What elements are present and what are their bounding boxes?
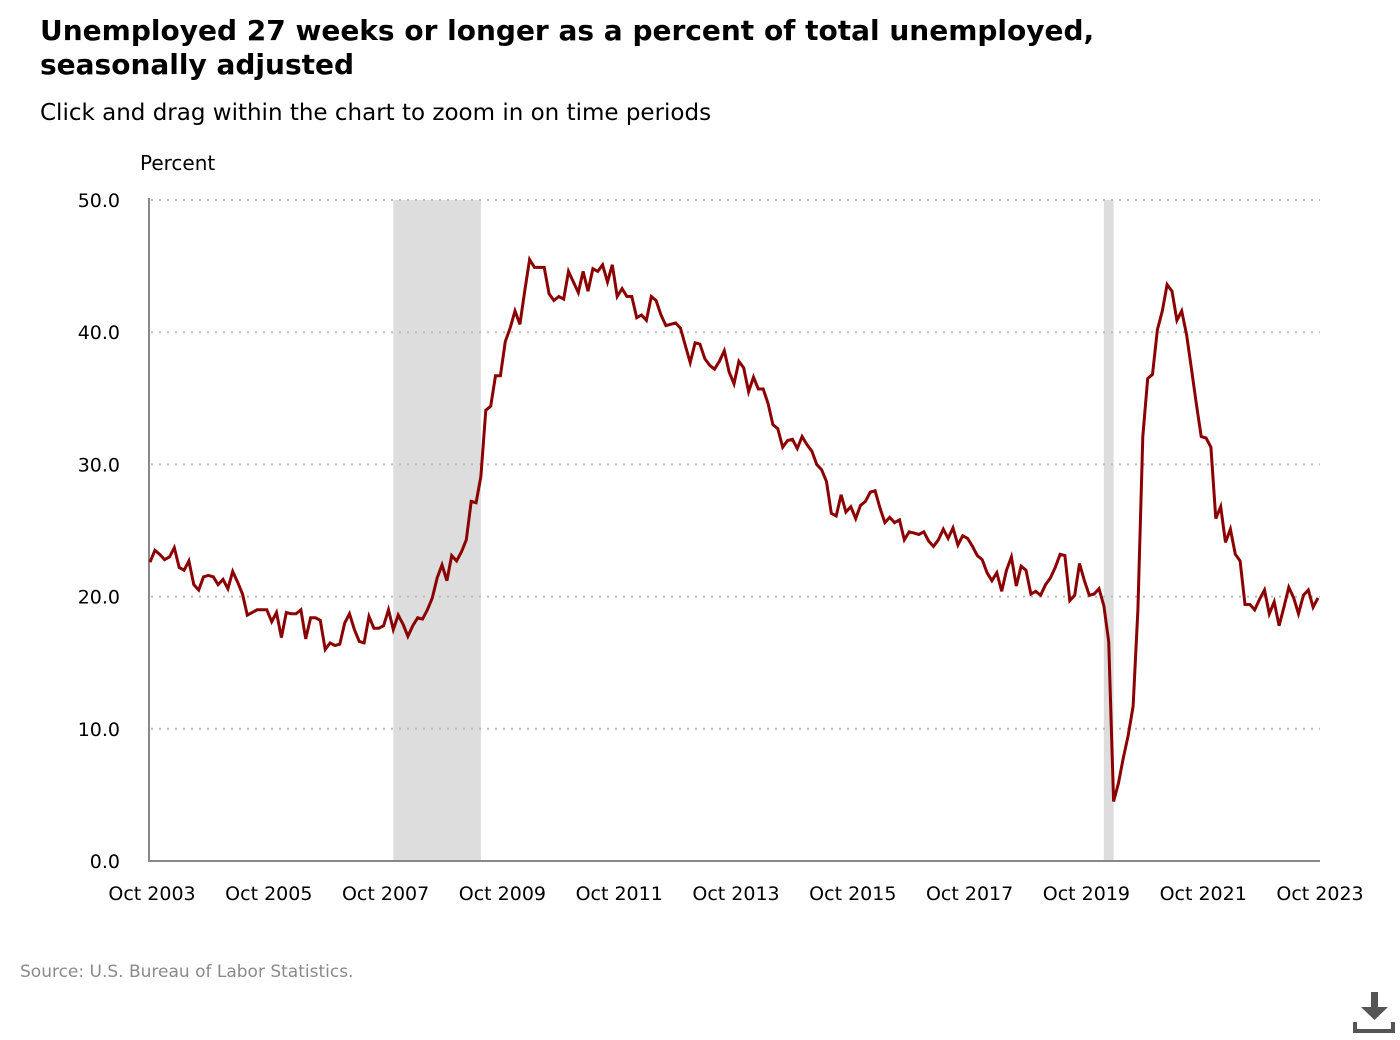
y-tick-label: 30.0	[78, 454, 120, 476]
x-tick-label: Oct 2007	[342, 883, 429, 905]
x-tick-label: Oct 2009	[459, 883, 546, 905]
gridlines	[151, 199, 1320, 730]
y-tick-label: 50.0	[78, 190, 120, 212]
recession-shading	[393, 200, 1114, 861]
chart-subtitle: Click and drag within the chart to zoom …	[40, 100, 712, 126]
x-axis-ticks: Oct 2003 Oct 2005 Oct 2007 Oct 2009 Oct 2011…	[108, 883, 1363, 905]
x-tick-label: Oct 2019	[1043, 883, 1130, 905]
x-tick-label: Oct 2023	[1276, 883, 1363, 905]
x-tick-label: Oct 2021	[1160, 883, 1247, 905]
chart-title: Unemployed 27 weeks or longer as a perce…	[40, 14, 1095, 81]
x-tick-label: Oct 2003	[108, 883, 195, 905]
y-tick-label: 40.0	[78, 322, 120, 344]
recession-band	[1103, 200, 1114, 861]
x-tick-label: Oct 2011	[576, 883, 663, 905]
download-icon	[1353, 992, 1395, 1033]
series-line[interactable]	[148, 255, 1320, 802]
y-tick-label: 20.0	[78, 587, 120, 609]
y-tick-label: 0.0	[90, 851, 120, 873]
chart-plot[interactable]: Percent 0.0 10.0 20.0 30.0 40.0 50.0 Oct 2003…	[0, 0, 1400, 940]
x-tick-label: Oct 2005	[225, 883, 312, 905]
y-axis-ticks: 0.0 10.0 20.0 30.0 40.0 50.0	[78, 190, 120, 873]
download-button[interactable]	[1352, 990, 1396, 1034]
y-axis-label: Percent	[140, 151, 215, 175]
source-note: Source: U.S. Bureau of Labor Statistics.	[20, 962, 354, 982]
x-tick-label: Oct 2015	[809, 883, 896, 905]
x-tick-label: Oct 2013	[692, 883, 779, 905]
x-tick-label: Oct 2017	[926, 883, 1013, 905]
y-tick-label: 10.0	[78, 719, 120, 741]
